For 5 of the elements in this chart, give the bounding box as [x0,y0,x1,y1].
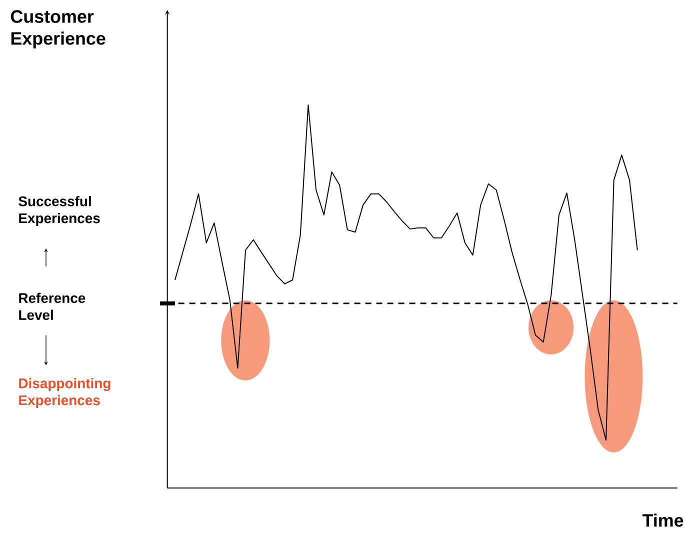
ref-line-label: Reference Level [19,292,86,320]
text: Successful Experiences [18,196,100,226]
x-axis-title: Time [642,514,684,527]
text: Disappointing Experiences [19,378,110,408]
y-axis-title: Customer Experience [10,10,106,48]
